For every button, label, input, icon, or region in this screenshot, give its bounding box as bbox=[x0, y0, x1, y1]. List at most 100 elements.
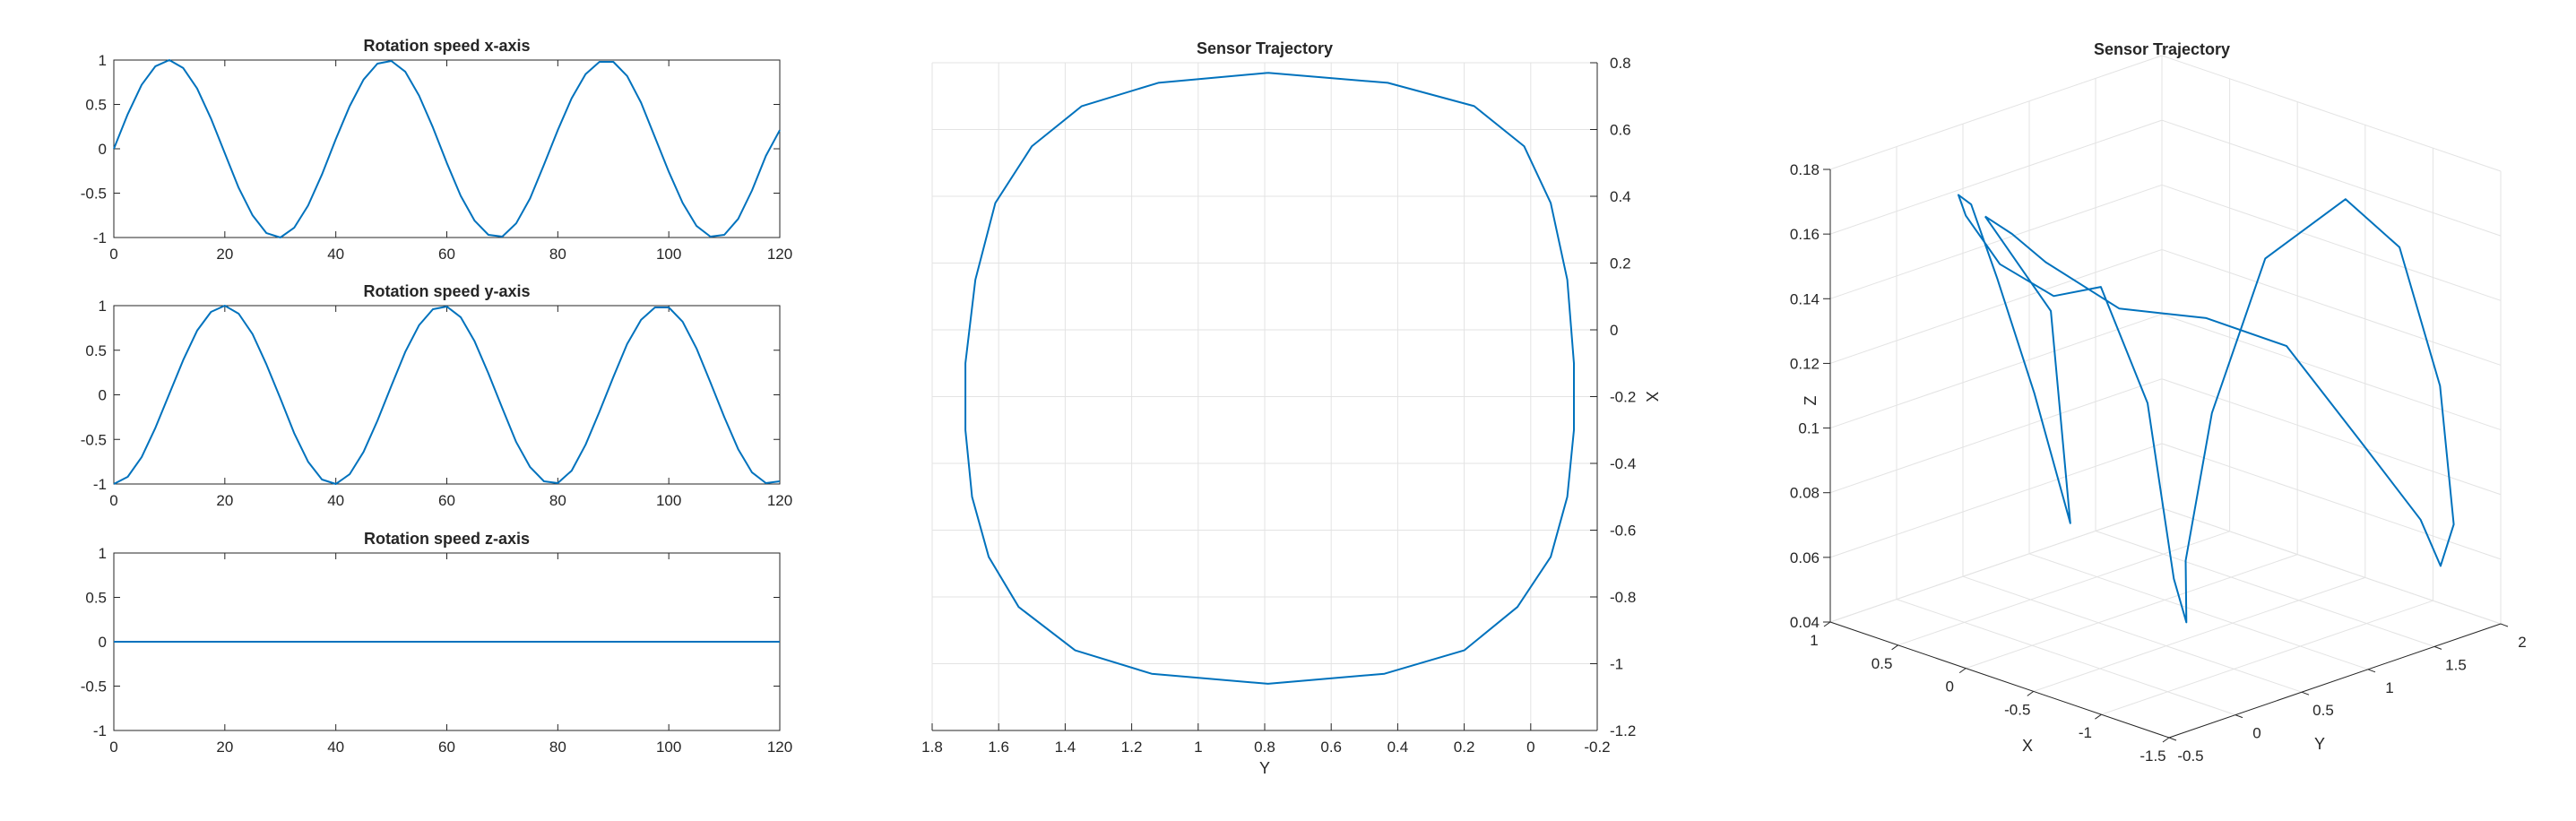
chart-title: Rotation speed x-axis bbox=[363, 37, 530, 55]
z-tick-label: 0.16 bbox=[1790, 226, 1820, 243]
y-tick-label: 0 bbox=[1610, 322, 1618, 339]
x-tick-label: 0 bbox=[109, 246, 117, 263]
grid-wall-z bbox=[2161, 507, 2502, 625]
grid-wall-z bbox=[2161, 184, 2502, 301]
x-tick-label: 80 bbox=[549, 246, 566, 263]
grid-floor-x bbox=[1897, 531, 2230, 646]
y-tick-label: -1 bbox=[93, 722, 107, 739]
grid-wall-z bbox=[1829, 119, 2163, 235]
y-tick-label: 0.5 bbox=[85, 342, 107, 359]
z-tick-label: 0.1 bbox=[1798, 420, 1820, 437]
x-tick-label: 40 bbox=[327, 246, 344, 263]
x-tick-label: -0.5 bbox=[2004, 701, 2030, 718]
x-tick-label: 80 bbox=[549, 492, 566, 509]
y-tick-label: 0.2 bbox=[1610, 255, 1631, 272]
y-tick-label: 0 bbox=[99, 387, 107, 404]
x-axis-label: X bbox=[2022, 737, 2033, 755]
grid-wall-z bbox=[1829, 248, 2163, 364]
grid-layer bbox=[931, 55, 2502, 739]
x-tick-label: 20 bbox=[216, 739, 233, 756]
y-tick-label: -0.2 bbox=[1610, 389, 1636, 406]
y-tick-label: -0.5 bbox=[81, 678, 107, 696]
x-tick-label: 80 bbox=[549, 739, 566, 756]
x-tick-label: 120 bbox=[767, 739, 792, 756]
x-tick-label: 100 bbox=[656, 739, 681, 756]
grid-floor-y bbox=[2028, 553, 2369, 670]
x-tick-mark bbox=[1958, 668, 1967, 674]
x-tick-label: 100 bbox=[656, 492, 681, 509]
x-tick-label: -1 bbox=[2079, 724, 2092, 741]
y-tick-label: 1 bbox=[99, 545, 107, 562]
grid-wall-z bbox=[1829, 443, 2163, 558]
series-line bbox=[1958, 194, 2455, 624]
x-tick-label: 40 bbox=[327, 492, 344, 509]
y-tick-mark bbox=[2433, 645, 2442, 650]
x-tick-label: 0.6 bbox=[1320, 739, 1342, 756]
y-tick-label: 2 bbox=[2518, 634, 2526, 651]
y-tick-label: -0.5 bbox=[2177, 748, 2203, 765]
x-tick-mark bbox=[1823, 621, 1831, 627]
x-tick-mark bbox=[2095, 713, 2102, 720]
y-tick-label: 1.5 bbox=[2445, 656, 2467, 673]
series-line bbox=[964, 72, 1575, 685]
series-line bbox=[113, 59, 781, 238]
y-tick-mark bbox=[2235, 714, 2243, 719]
x-tick-mark bbox=[2027, 690, 2035, 696]
y-tick-label: -1 bbox=[93, 229, 107, 246]
y-tick-label: 0.5 bbox=[2312, 702, 2334, 719]
y-tick-mark bbox=[2367, 669, 2376, 673]
x-tick-label: 1.4 bbox=[1055, 739, 1076, 756]
y-tick-label: -0.4 bbox=[1610, 455, 1636, 472]
x-tick-label: 0 bbox=[1526, 739, 1534, 756]
grid-floor-y bbox=[2095, 530, 2435, 647]
x-tick-label: 40 bbox=[327, 739, 344, 756]
z-axis-label: Z bbox=[1802, 396, 1820, 406]
x-tick-label: 60 bbox=[438, 739, 455, 756]
y-tick-label: -1 bbox=[1610, 656, 1623, 673]
chart-title: Sensor Trajectory bbox=[1197, 39, 1333, 57]
x-tick-label: -0.2 bbox=[1584, 739, 1610, 756]
y-tick-label: 0.5 bbox=[85, 97, 107, 114]
x-tick-mark bbox=[1891, 644, 1898, 651]
z-tick-label: 0.18 bbox=[1790, 161, 1820, 178]
grid-wall-z bbox=[2161, 314, 2502, 431]
y-tick-label: -1.2 bbox=[1610, 722, 1636, 739]
x-tick-label: 0.5 bbox=[1871, 655, 1893, 672]
grid-wall-z bbox=[2161, 119, 2502, 237]
y-tick-mark bbox=[2500, 623, 2509, 627]
grid-floor-y bbox=[1962, 575, 2303, 693]
y-tick-label: -0.8 bbox=[1610, 589, 1636, 606]
x-axis-label: Y bbox=[1259, 759, 1270, 777]
y-axis-line bbox=[2168, 623, 2502, 739]
x-tick-label: 0 bbox=[109, 492, 117, 509]
y-axis-label: Y bbox=[2314, 735, 2325, 753]
chart-title: Rotation speed z-axis bbox=[364, 530, 530, 548]
grid-floor-x bbox=[2033, 576, 2365, 692]
x-axis-line bbox=[1829, 621, 2170, 739]
y-tick-label: 0.5 bbox=[85, 590, 107, 607]
x-tick-label: 1.6 bbox=[988, 739, 1009, 756]
y-tick-label: -0.6 bbox=[1610, 523, 1636, 540]
x-tick-label: 120 bbox=[767, 492, 792, 509]
grid-wall-z bbox=[1829, 314, 2163, 429]
y-tick-label: 0.6 bbox=[1610, 122, 1631, 139]
axes-box bbox=[113, 305, 781, 485]
grid-wall-z bbox=[2161, 378, 2502, 496]
grid-wall-z bbox=[1829, 378, 2163, 494]
x-tick-label: 60 bbox=[438, 492, 455, 509]
y-tick-label: 0.8 bbox=[1610, 55, 1631, 72]
axes-box bbox=[113, 59, 781, 238]
y-tick-label: 0 bbox=[99, 634, 107, 651]
x-tick-label: 20 bbox=[216, 492, 233, 509]
x-tick-label: 0 bbox=[109, 739, 117, 756]
x-tick-label: 1.8 bbox=[921, 739, 943, 756]
x-tick-label: 120 bbox=[767, 246, 792, 263]
y-tick-label: 1 bbox=[99, 52, 107, 69]
z-tick-label: 0.04 bbox=[1790, 614, 1820, 631]
grid-wall-z bbox=[2161, 248, 2502, 366]
y-axis-label: X bbox=[1643, 391, 1661, 402]
x-tick-label: 1.2 bbox=[1121, 739, 1143, 756]
grid-wall-z bbox=[2161, 443, 2502, 560]
